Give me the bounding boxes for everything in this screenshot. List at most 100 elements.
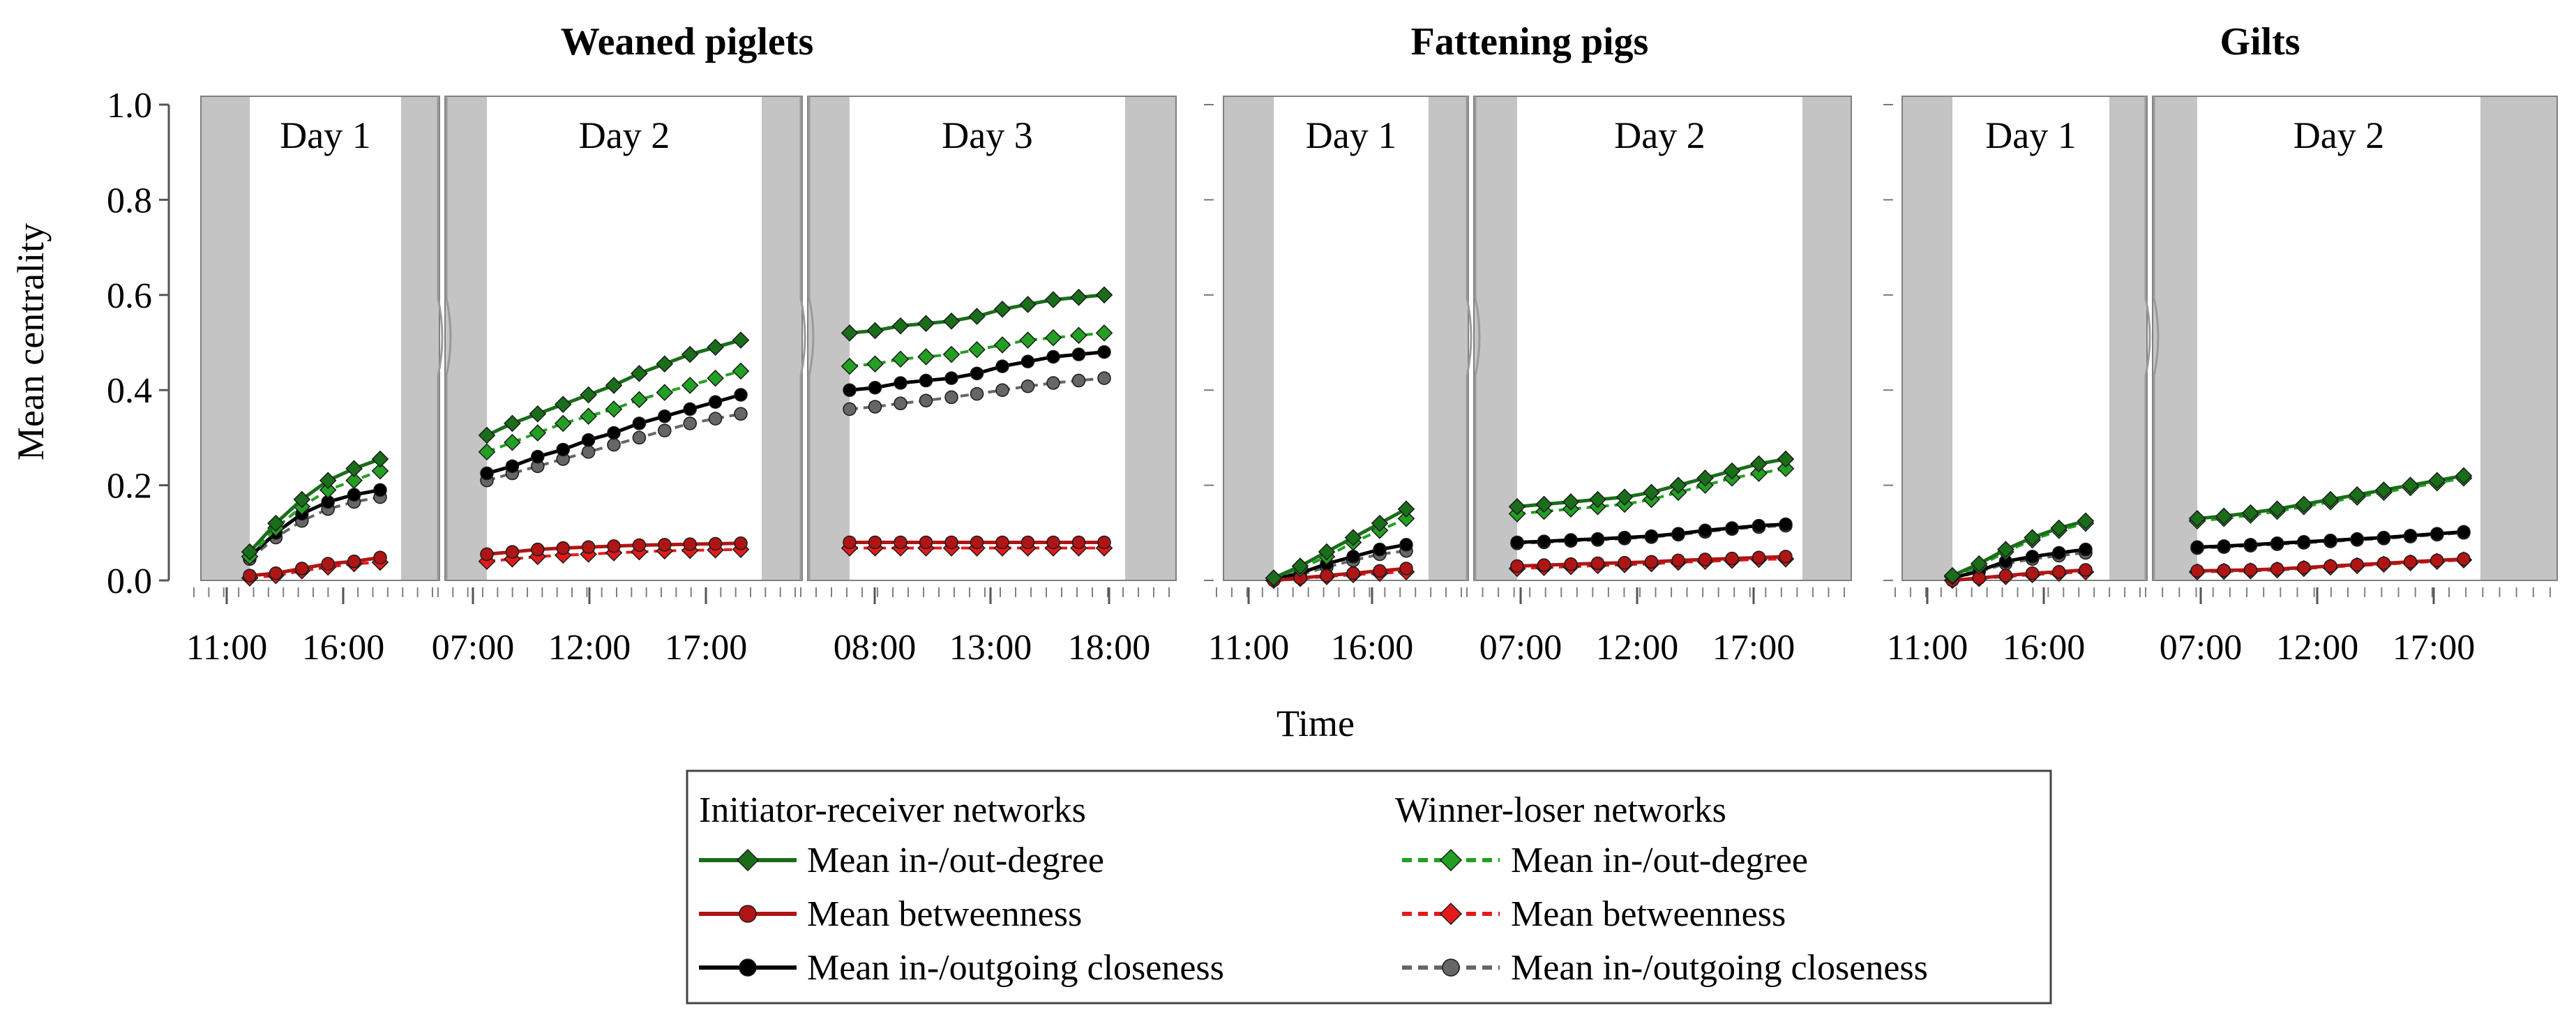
legend-swatch-between-wl bbox=[1402, 902, 1500, 926]
data-point bbox=[295, 562, 309, 576]
day-label: Day 1 bbox=[1985, 114, 2076, 156]
data-point bbox=[632, 538, 647, 552]
data-point bbox=[1397, 500, 1415, 518]
data-point bbox=[505, 545, 520, 559]
axis-break bbox=[1466, 96, 1472, 580]
panel-frame bbox=[200, 96, 440, 581]
x-tick-label: 16:00 bbox=[302, 628, 384, 668]
legend-label-ir-betweenness: Mean betweenness bbox=[807, 894, 1082, 934]
data-point bbox=[267, 514, 285, 532]
data-point bbox=[1615, 488, 1634, 506]
data-point bbox=[2402, 476, 2419, 494]
data-point bbox=[2217, 563, 2231, 578]
data-point bbox=[1020, 379, 1035, 393]
data-point bbox=[1344, 529, 1362, 546]
data-point bbox=[1020, 535, 1035, 550]
data-point bbox=[868, 381, 882, 395]
legend-title-winner-loser: Winner-loser networks bbox=[1395, 790, 1726, 830]
data-point bbox=[2188, 510, 2206, 527]
data-point bbox=[554, 396, 572, 413]
data-point bbox=[2350, 532, 2364, 546]
data-point bbox=[995, 383, 1009, 397]
panel-5: Day 2 07:00 12:00 17:00 bbox=[1466, 96, 1852, 668]
data-point bbox=[868, 535, 882, 550]
data-point bbox=[2455, 467, 2473, 485]
panel-frame bbox=[807, 96, 1177, 581]
data-point bbox=[1752, 550, 1766, 565]
data-point bbox=[708, 412, 723, 426]
data-point bbox=[2295, 495, 2313, 513]
data-point bbox=[968, 340, 986, 359]
data-point bbox=[529, 405, 547, 423]
data-point bbox=[841, 324, 859, 342]
data-point bbox=[1777, 450, 1795, 468]
series-degree-wl bbox=[478, 362, 750, 461]
data-point bbox=[1618, 556, 1632, 570]
x-axis: 07:00 12:00 17:00 bbox=[1466, 587, 1845, 668]
data-point bbox=[504, 433, 521, 451]
data-point bbox=[1779, 550, 1793, 564]
data-point bbox=[1371, 514, 1389, 532]
panel-2: Day 2 07:00 12:00 17:00 bbox=[432, 96, 806, 668]
data-point bbox=[1071, 373, 1086, 388]
data-point bbox=[1346, 550, 1360, 564]
data-point bbox=[2375, 481, 2393, 499]
group-title-gilts: Gilts bbox=[2220, 20, 2300, 63]
data-point bbox=[529, 424, 547, 442]
data-point bbox=[631, 365, 648, 382]
data-point bbox=[1097, 371, 1111, 385]
data-point bbox=[1320, 569, 1334, 582]
data-point bbox=[1046, 349, 1060, 364]
panel-frame bbox=[2152, 96, 2558, 581]
data-point bbox=[2430, 553, 2444, 568]
data-point bbox=[243, 569, 257, 582]
data-point bbox=[942, 312, 961, 330]
data-point bbox=[607, 437, 621, 452]
y-tick-label: 0.6 bbox=[107, 276, 152, 316]
data-point bbox=[919, 393, 933, 407]
legend-label-ir-degree: Mean in-/out-degree bbox=[807, 841, 1104, 880]
x-tick-label: 11:00 bbox=[186, 628, 268, 668]
data-point bbox=[1097, 345, 1111, 359]
legend-label-ir-closeness: Mean in-/outgoing closeness bbox=[807, 948, 1224, 988]
data-point bbox=[1508, 497, 1526, 516]
data-point bbox=[1291, 557, 1309, 575]
data-point bbox=[345, 472, 363, 490]
data-point bbox=[1399, 538, 1413, 552]
day-label: Day 2 bbox=[2293, 114, 2384, 156]
data-point bbox=[1537, 534, 1551, 548]
data-point bbox=[681, 377, 699, 394]
data-point bbox=[1644, 555, 1659, 569]
data-point bbox=[1725, 551, 1739, 566]
data-point bbox=[2077, 512, 2095, 530]
legend-marker bbox=[739, 905, 757, 923]
data-point bbox=[2457, 552, 2471, 566]
y-tick-label: 0.4 bbox=[107, 371, 152, 411]
data-point bbox=[917, 348, 935, 366]
data-point bbox=[605, 400, 623, 418]
data-point bbox=[1698, 523, 1712, 538]
data-point bbox=[241, 543, 259, 561]
data-point bbox=[1046, 535, 1060, 550]
data-point bbox=[1318, 543, 1336, 561]
data-point bbox=[970, 366, 984, 381]
data-point bbox=[1510, 535, 1524, 550]
data-point bbox=[1618, 530, 1632, 545]
data-point bbox=[968, 308, 986, 325]
series-between-ir bbox=[2190, 552, 2471, 578]
x-axis: 11:00 16:00 bbox=[1208, 587, 1462, 668]
data-point bbox=[1070, 326, 1087, 345]
data-point bbox=[843, 402, 857, 416]
x-tick-label: 11:00 bbox=[1208, 628, 1290, 668]
data-point bbox=[993, 300, 1011, 318]
legend-swatch-between-ir bbox=[699, 905, 797, 923]
data-point bbox=[321, 557, 335, 571]
legend-label-wl-betweenness: Mean betweenness bbox=[1511, 894, 1786, 934]
series-degree-ir bbox=[1943, 512, 2095, 585]
x-axis-title: Time bbox=[1276, 702, 1355, 744]
data-point bbox=[2270, 562, 2284, 576]
panel-frame bbox=[1473, 96, 1852, 581]
data-point bbox=[656, 384, 674, 401]
day-label: Day 1 bbox=[1306, 114, 1396, 156]
data-point bbox=[2457, 525, 2471, 539]
